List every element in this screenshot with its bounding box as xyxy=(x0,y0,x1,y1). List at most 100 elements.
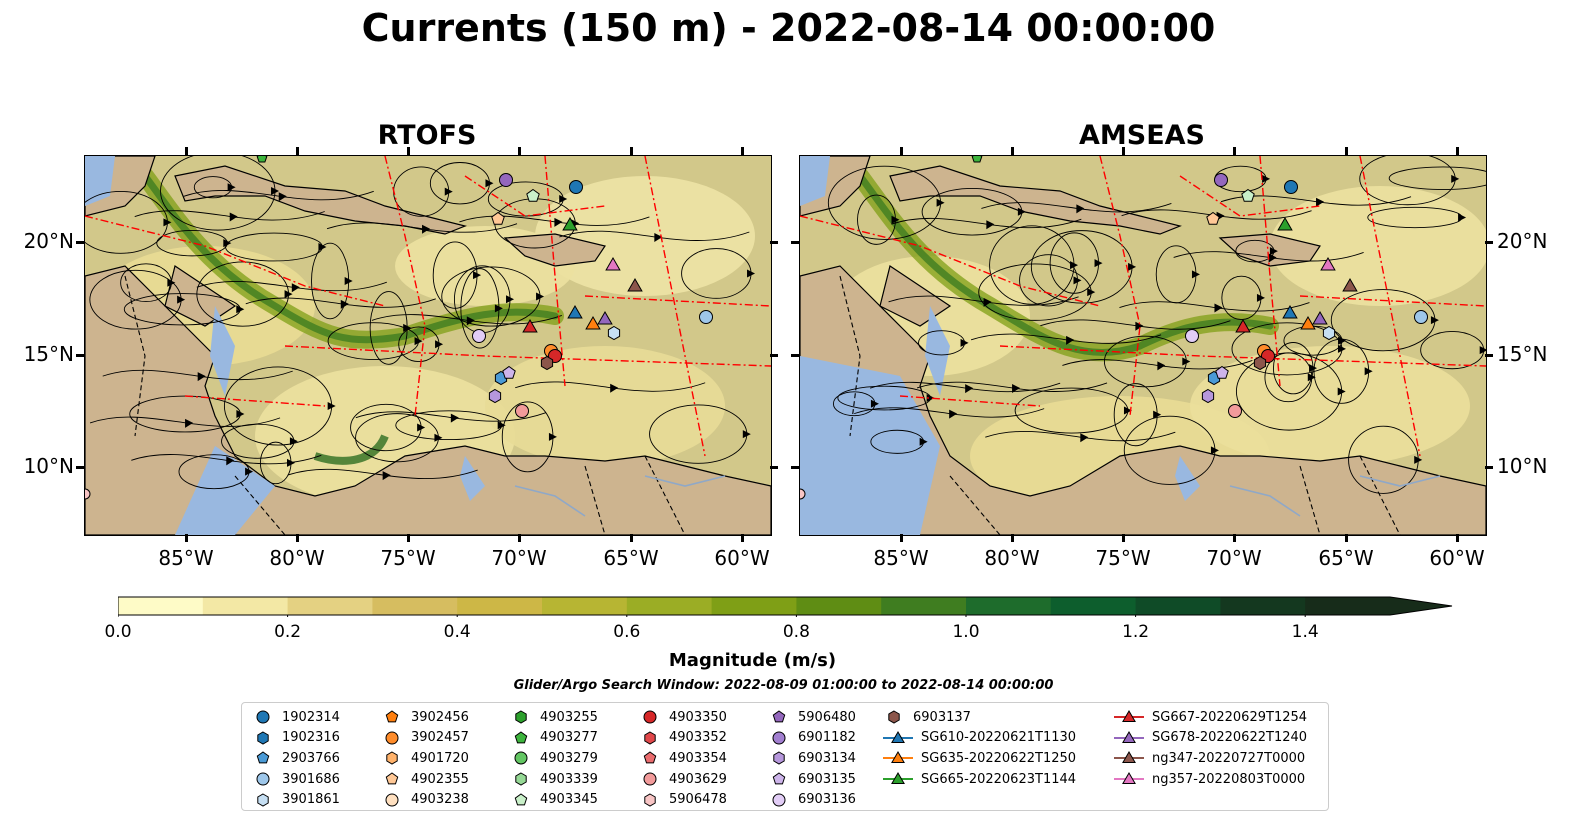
observation-marker xyxy=(585,315,601,330)
legend-item: 6903137 xyxy=(883,707,1076,728)
map-panel-amseas[interactable] xyxy=(799,155,1487,536)
legend-item: 4903255 xyxy=(510,707,598,728)
colorbar-tick-label: 0.0 xyxy=(104,622,132,642)
observation-marker xyxy=(491,211,505,225)
lon-tick xyxy=(900,534,903,542)
colorbar-segment xyxy=(542,597,628,615)
legend-item-label: 6903137 xyxy=(913,709,971,725)
observation-marker xyxy=(1322,325,1336,341)
map-canvas-amseas xyxy=(800,156,1486,535)
observation-marker xyxy=(85,488,91,500)
legend-item: ng357-20220803T0000 xyxy=(1114,769,1307,790)
lon-tick-label: 65°W xyxy=(603,546,659,570)
observation-marker xyxy=(515,404,529,418)
legend-line-marker-icon xyxy=(1114,710,1144,723)
observation-marker xyxy=(1185,329,1199,343)
colorbar-segment xyxy=(1135,597,1221,615)
colorbar-segment xyxy=(796,597,882,615)
legend-column: 1902314 1902316 2903766 3901686 3901861 xyxy=(252,707,340,810)
lon-tick xyxy=(900,147,903,155)
legend-line-marker-icon xyxy=(883,730,913,743)
lon-tick xyxy=(185,147,188,155)
colorbar-segment xyxy=(1050,597,1137,615)
observation-marker xyxy=(597,310,613,325)
lat-tick xyxy=(1485,241,1493,244)
colorbar-tick-labels: 0.0 0.2 0.4 0.6 0.8 1.0 1.2 1.4 xyxy=(104,622,1318,644)
legend-item: 4903352 xyxy=(639,728,727,749)
lon-tick xyxy=(518,534,521,542)
colorbar-tick-label: 1.4 xyxy=(1291,622,1319,642)
lon-tick xyxy=(741,534,744,542)
legend-line-marker-icon xyxy=(1114,751,1144,764)
lon-tick xyxy=(518,147,521,155)
lon-tick-label: 60°W xyxy=(1429,546,1485,570)
legend-item: 5906478 xyxy=(639,789,727,810)
legend-item: 4903345 xyxy=(510,789,598,810)
map-panel-rtofs[interactable] xyxy=(84,155,772,536)
legend-item-label: 4903238 xyxy=(411,792,469,808)
observation-marker xyxy=(1284,180,1298,194)
legend-item-label: 4903277 xyxy=(540,730,598,746)
observation-marker xyxy=(1300,315,1316,330)
legend-item: 5906480 xyxy=(768,707,856,728)
legend-item-label: 5906480 xyxy=(798,709,856,725)
colorbar-tick-label: 0.6 xyxy=(613,622,641,642)
lon-tick-label: 75°W xyxy=(1095,546,1151,570)
legend-item: 4903339 xyxy=(510,769,598,790)
observation-markers xyxy=(800,156,1428,500)
lon-tick-label: 60°W xyxy=(714,546,770,570)
lon-tick-label: 85°W xyxy=(158,546,214,570)
legend-item: 4903629 xyxy=(639,769,727,790)
legend-item: SG665-20220623T1144 xyxy=(883,769,1076,790)
lat-tick-label-right: 10°N xyxy=(1497,454,1548,478)
lat-tick xyxy=(791,241,799,244)
legend-item-label: SG610-20220621T1130 xyxy=(921,730,1077,746)
legend-marker-icon xyxy=(772,772,786,785)
observation-markers xyxy=(85,156,713,500)
observation-marker xyxy=(540,355,554,371)
legend-marker-icon xyxy=(256,710,270,724)
legend-marker-icon xyxy=(385,710,399,723)
legend-item-label: 5906478 xyxy=(669,792,727,808)
observation-marker xyxy=(1201,388,1215,404)
observation-marker xyxy=(499,173,513,187)
observation-marker xyxy=(562,216,578,231)
lat-tick-label-left: 20°N xyxy=(23,229,74,253)
observation-marker xyxy=(1215,365,1229,379)
lon-tick xyxy=(185,534,188,542)
legend-item-label: SG667-20220629T1254 xyxy=(1152,709,1308,725)
colorbar-segment xyxy=(1305,597,1391,615)
colorbar-segment xyxy=(966,597,1052,615)
legend-item: SG678-20220622T1240 xyxy=(1114,728,1307,749)
legend-item: 4903238 xyxy=(381,789,469,810)
legend-marker-icon xyxy=(514,751,528,765)
map-canvas-rtofs xyxy=(85,156,771,535)
legend-line-marker-icon xyxy=(883,772,913,785)
legend-item-label: 2903766 xyxy=(282,750,340,766)
legend-item: 4901720 xyxy=(381,748,469,769)
legend-item-label: 3902456 xyxy=(411,709,469,725)
legend-item-label: 4903352 xyxy=(669,730,727,746)
lon-tick-label: 75°W xyxy=(380,546,436,570)
legend-column: 3902456 3902457 4901720 4902355 4903238 xyxy=(381,707,469,810)
observation-marker xyxy=(1414,310,1428,324)
observation-marker xyxy=(699,310,713,324)
legend-item-label: 4902355 xyxy=(411,771,469,787)
legend-item: SG635-20220622T1250 xyxy=(883,748,1076,769)
legend-marker-icon xyxy=(515,710,527,724)
observation-marker xyxy=(522,318,538,333)
eez-boundaries xyxy=(800,156,1486,457)
lat-tick-label-left: 15°N xyxy=(23,342,74,366)
legend-item-label: 1902314 xyxy=(282,709,340,725)
legend-item: 4902355 xyxy=(381,769,469,790)
lon-tick xyxy=(1011,534,1014,542)
legend-item: 1902314 xyxy=(252,707,340,728)
legend-item: 6903134 xyxy=(768,748,856,769)
observation-marker xyxy=(1235,318,1251,333)
legend-item-label: 4903350 xyxy=(669,709,727,725)
legend-marker-icon xyxy=(514,731,528,744)
colorbar-tick-label: 1.2 xyxy=(1122,622,1150,642)
observation-marker xyxy=(1228,404,1242,418)
colorbar-segment xyxy=(711,597,797,615)
legend-item: 3902456 xyxy=(381,707,469,728)
